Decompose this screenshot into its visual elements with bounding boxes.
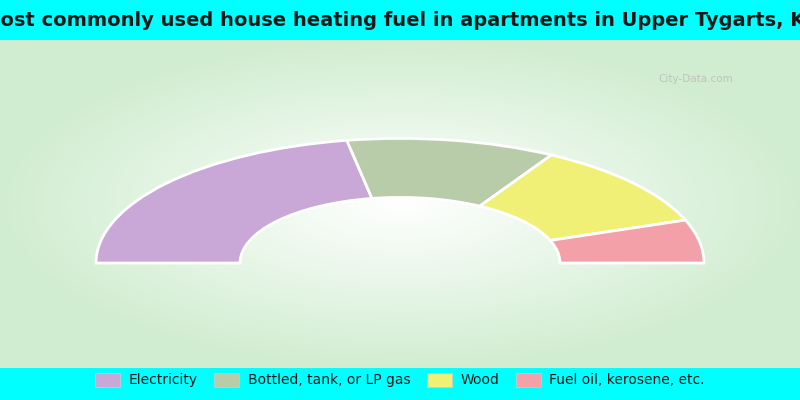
- Wedge shape: [346, 138, 551, 206]
- Wedge shape: [480, 155, 686, 240]
- Wedge shape: [550, 220, 704, 263]
- Text: City-Data.com: City-Data.com: [658, 74, 734, 84]
- Wedge shape: [96, 140, 372, 263]
- Legend: Electricity, Bottled, tank, or LP gas, Wood, Fuel oil, kerosene, etc.: Electricity, Bottled, tank, or LP gas, W…: [90, 367, 710, 393]
- Text: Most commonly used house heating fuel in apartments in Upper Tygarts, KY: Most commonly used house heating fuel in…: [0, 10, 800, 30]
